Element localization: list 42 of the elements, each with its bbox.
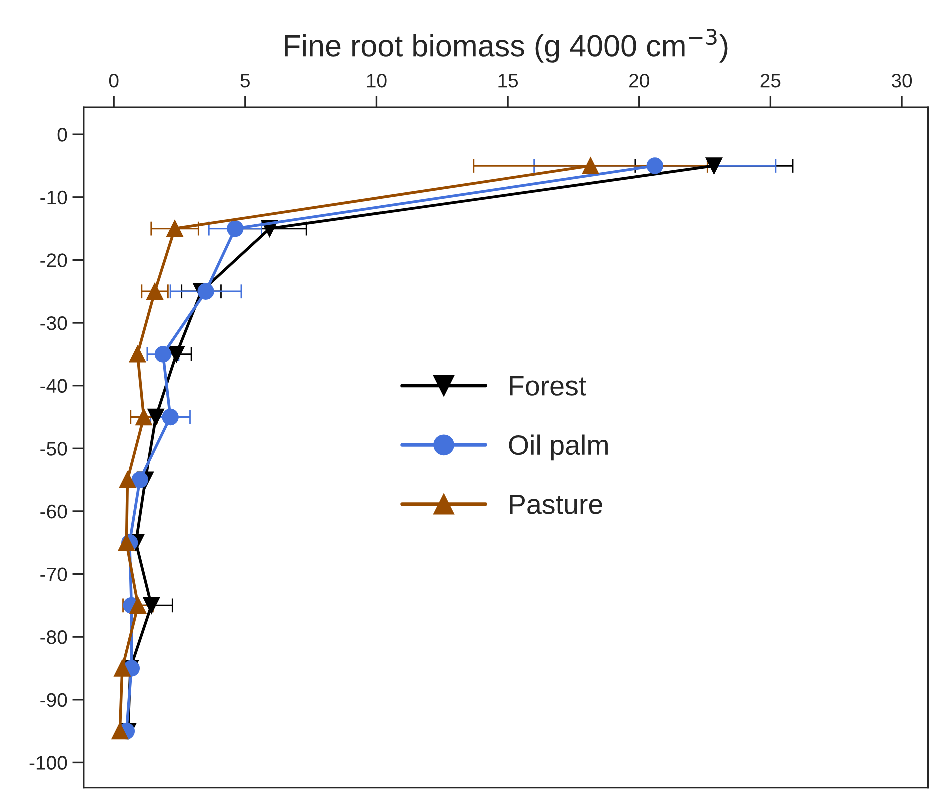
y-tick-label: -30: [40, 316, 68, 330]
point: [146, 283, 164, 300]
point: [132, 472, 148, 488]
point: [166, 220, 184, 238]
point: [582, 158, 600, 174]
point: [227, 220, 244, 238]
point: [646, 158, 664, 174]
point: [162, 408, 179, 426]
legend-label: Oil palm: [509, 434, 608, 461]
x-axis-title: Fine root biomass (g 4000 cm$^{−3}$): [285, 29, 728, 63]
point: [130, 597, 147, 614]
point: [198, 283, 214, 300]
point: [118, 534, 136, 552]
y-tick-label: -50: [40, 442, 68, 456]
y-tick-label: -20: [40, 254, 68, 268]
point: [119, 472, 136, 488]
x-tick-label: 10: [367, 74, 387, 88]
y-tick-label: -90: [40, 693, 68, 708]
y-tick-label: -40: [40, 379, 68, 394]
x-tick-label: 25: [760, 74, 781, 88]
x-tick-label: 0: [109, 74, 119, 88]
x-tick-label: 15: [498, 74, 518, 88]
y-tick-label: -60: [40, 504, 68, 519]
point: [143, 597, 160, 614]
y-tick-label: -10: [40, 190, 68, 205]
x-tick-label: 30: [892, 74, 912, 88]
point: [148, 408, 164, 426]
point: [114, 660, 131, 677]
y-tick-label: -80: [40, 630, 68, 644]
y-tick-label: -70: [40, 568, 68, 582]
legend-label: Forest: [510, 376, 586, 396]
y-tick-label: 0: [58, 128, 68, 142]
point: [129, 346, 146, 363]
point: [136, 408, 152, 426]
point: [112, 722, 128, 740]
x-tick-label: 20: [630, 74, 650, 88]
point: [706, 158, 723, 174]
x-tick-label: 5: [240, 74, 250, 88]
y-tick-label: -100: [30, 756, 68, 770]
point: [168, 346, 185, 363]
point: [154, 346, 172, 363]
legend-label: Pasture: [510, 495, 602, 514]
